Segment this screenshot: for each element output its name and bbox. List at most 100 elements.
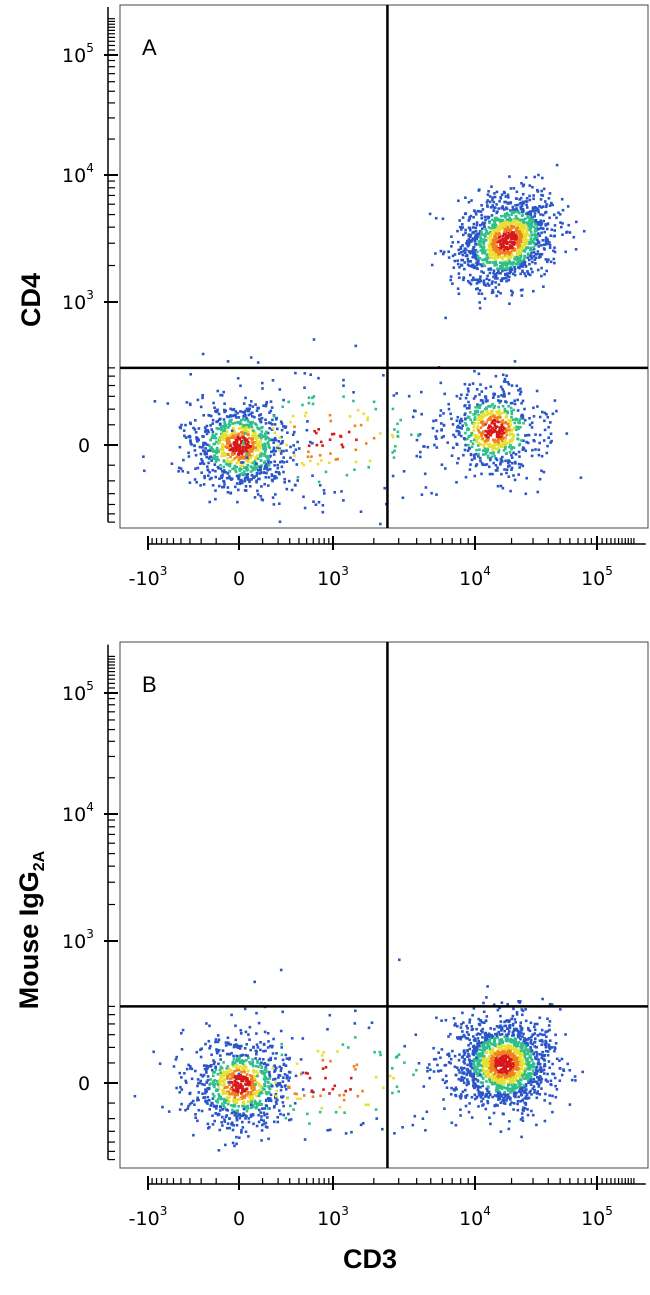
event-dot: [243, 418, 247, 422]
event-dot: [242, 1069, 246, 1072]
event-dot: [499, 1070, 503, 1074]
event-dot: [280, 422, 284, 425]
event-dot: [493, 264, 496, 267]
event-dot: [509, 423, 512, 427]
event-dot: [519, 196, 523, 200]
event-dot: [489, 245, 492, 249]
event-dot: [273, 436, 277, 440]
event-dot: [483, 215, 487, 219]
event-dot: [500, 215, 503, 218]
event-dot: [255, 409, 259, 412]
event-dot: [471, 1066, 474, 1070]
event-dot: [243, 479, 247, 483]
event-dot: [558, 213, 562, 216]
event-dot: [276, 463, 279, 467]
event-dot: [219, 417, 222, 421]
event-dot: [227, 1071, 230, 1074]
event-dot: [515, 255, 519, 259]
event-dot: [254, 455, 258, 459]
event-dot: [509, 218, 512, 221]
event-dot: [469, 411, 472, 414]
event-dot: [235, 1098, 239, 1102]
event-dot: [248, 1038, 251, 1041]
event-dot: [265, 1092, 268, 1096]
event-dot: [183, 1072, 186, 1075]
event-dot: [485, 1074, 489, 1078]
event-dot: [474, 1097, 477, 1101]
event-dot: [291, 414, 295, 418]
event-dot: [505, 276, 508, 280]
event-dot: [526, 1052, 529, 1056]
event-dot: [510, 213, 513, 216]
event-dot: [205, 452, 208, 455]
event-dot: [510, 245, 514, 248]
event-dot: [532, 220, 535, 223]
event-dot: [240, 1131, 243, 1134]
event-dot: [246, 1069, 250, 1073]
event-dot: [508, 1026, 512, 1030]
event-dot: [208, 449, 211, 452]
event-dot: [243, 489, 247, 492]
event-dot: [490, 291, 494, 295]
event-dot: [546, 444, 549, 448]
y-tick-label: 104: [62, 161, 94, 187]
event-dot: [229, 1077, 232, 1081]
event-dot: [481, 449, 485, 452]
event-dot: [503, 191, 506, 195]
event-dot: [520, 402, 523, 405]
event-dot: [477, 418, 481, 422]
event-dot: [218, 1068, 222, 1071]
event-dot: [185, 401, 189, 404]
event-dot: [276, 1120, 280, 1124]
event-dot: [368, 459, 372, 463]
event-dot: [457, 433, 461, 436]
event-dot: [223, 1120, 227, 1123]
event-dot: [306, 455, 310, 459]
event-dot: [243, 411, 246, 414]
event-dot: [278, 1065, 282, 1069]
event-dot: [513, 235, 516, 238]
event-dot: [301, 403, 304, 407]
event-dot: [258, 419, 262, 422]
event-dot: [564, 250, 567, 254]
event-dot: [277, 440, 281, 443]
event-dot: [532, 289, 535, 293]
event-dot: [521, 226, 525, 229]
event-dot: [521, 1099, 524, 1102]
event-dot: [482, 246, 486, 249]
event-dot: [475, 388, 479, 391]
event-dot: [175, 1086, 178, 1090]
event-dot: [500, 437, 503, 441]
event-dot: [234, 470, 238, 474]
event-dot: [537, 210, 540, 214]
event-dot: [485, 435, 488, 438]
event-dot: [502, 1092, 506, 1095]
event-dot: [504, 459, 507, 463]
event-dot: [479, 399, 483, 402]
event-dot: [235, 474, 239, 478]
event-dot: [466, 263, 470, 266]
event-dot: [515, 1091, 518, 1095]
event-dot: [512, 474, 515, 477]
event-dot: [506, 275, 509, 278]
event-dot: [215, 1104, 219, 1108]
event-dot: [484, 463, 487, 467]
event-dot: [242, 450, 246, 453]
event-dot: [524, 200, 527, 203]
event-dot: [497, 409, 501, 412]
event-dot: [240, 1079, 243, 1083]
event-dot: [232, 1072, 235, 1076]
event-dot: [499, 1045, 502, 1048]
event-dot: [172, 1065, 176, 1068]
event-dot: [481, 227, 484, 230]
event-dot: [225, 476, 229, 480]
event-dot: [215, 446, 219, 450]
event-dot: [521, 416, 525, 420]
event-dot: [491, 237, 494, 240]
event-dot: [220, 435, 224, 439]
event-dot: [228, 1053, 231, 1056]
event-dot: [252, 1069, 255, 1073]
event-dot: [533, 237, 536, 240]
event-dot: [224, 462, 228, 466]
event-dot: [516, 234, 519, 237]
